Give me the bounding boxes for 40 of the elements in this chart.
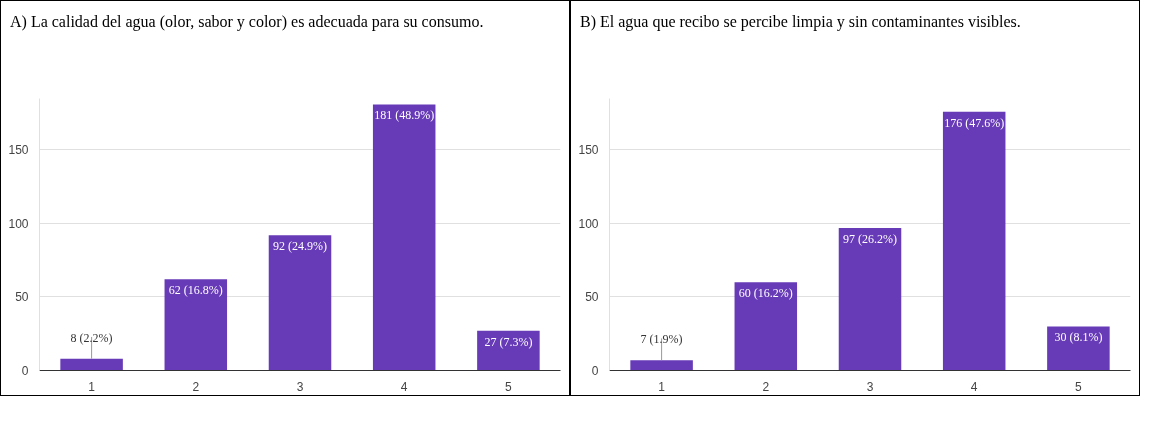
data-label: 176 (47.6%) (944, 115, 1005, 130)
x-tick-label: 1 (658, 379, 666, 394)
data-label: 27 (7.3%) (484, 334, 533, 349)
bar (477, 330, 540, 371)
x-tick-label: 2 (192, 379, 200, 394)
x-tick-label: 2 (762, 379, 770, 394)
x-tick-label: 1 (88, 379, 96, 394)
x-tick-label: 4 (400, 379, 408, 394)
bar (372, 104, 436, 371)
y-tick-label: 100 (8, 216, 29, 231)
data-label: 92 (24.9%) (273, 239, 328, 254)
y-tick-label: 50 (15, 290, 29, 305)
chart-title: A) La calidad del agua (olor, sabor y color) es adecuada para su consumo. (10, 12, 485, 33)
y-tick-label: 150 (8, 143, 29, 158)
chart-title: B) El agua que recibo se percibe limpia y sin contaminantes visibles. (580, 12, 1022, 33)
y-tick-label: 100 (578, 216, 599, 231)
bar (268, 235, 332, 371)
y-tick-label: 0 (21, 364, 29, 378)
data-label: 181 (48.9%) (374, 108, 435, 123)
y-tick-label: 0 (591, 364, 599, 378)
bar (942, 111, 1006, 371)
x-tick-label: 3 (296, 379, 304, 394)
data-label: 62 (16.8%) (168, 283, 223, 298)
bar (838, 227, 902, 371)
data-label: 60 (16.2%) (738, 286, 793, 301)
bar (630, 360, 693, 371)
bar (60, 358, 123, 371)
data-label: 97 (26.2%) (843, 231, 898, 246)
data-label: 8 (2.2%) (70, 330, 113, 345)
y-tick-label: 150 (578, 143, 599, 158)
bar (1047, 326, 1110, 371)
x-tick-label: 3 (866, 379, 874, 394)
x-tick-label: 5 (505, 379, 513, 394)
data-label: 30 (8.1%) (1054, 330, 1103, 345)
x-tick-label: 5 (1075, 379, 1083, 394)
data-label: 7 (1.9%) (640, 332, 683, 347)
y-tick-label: 50 (585, 290, 599, 305)
bar (164, 279, 228, 371)
x-tick-label: 4 (970, 379, 978, 394)
bar (734, 282, 798, 371)
